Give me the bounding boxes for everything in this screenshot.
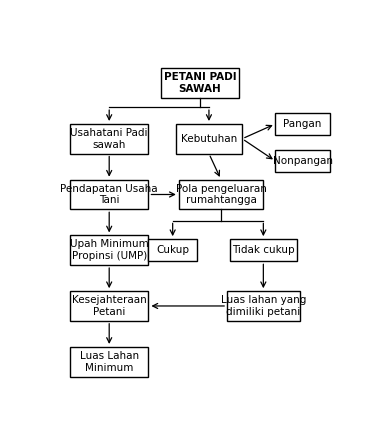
Text: Pola pengeluaran
rumahtangga: Pola pengeluaran rumahtangga xyxy=(176,184,266,205)
Bar xyxy=(227,291,300,321)
Bar xyxy=(161,68,239,98)
Bar xyxy=(275,150,330,172)
Text: PETANI PADI
SAWAH: PETANI PADI SAWAH xyxy=(163,72,236,94)
Bar xyxy=(176,124,242,154)
Bar xyxy=(275,113,330,135)
Bar xyxy=(70,291,149,321)
Text: Cukup: Cukup xyxy=(156,245,189,255)
Text: Pendapatan Usaha
Tani: Pendapatan Usaha Tani xyxy=(60,184,158,205)
Bar xyxy=(70,347,149,377)
Text: Kesejahteraan
Petani: Kesejahteraan Petani xyxy=(72,295,147,317)
Text: Tidak cukup: Tidak cukup xyxy=(232,245,295,255)
Bar xyxy=(70,124,149,154)
Text: Nonpangan: Nonpangan xyxy=(273,156,333,166)
Bar xyxy=(70,235,149,265)
Text: Upah Minimum
Propinsi (UMP): Upah Minimum Propinsi (UMP) xyxy=(70,239,149,261)
Bar xyxy=(70,180,149,210)
Bar xyxy=(179,180,263,210)
Text: Usahatani Padi
sawah: Usahatani Padi sawah xyxy=(71,128,148,150)
Text: Pangan: Pangan xyxy=(284,119,322,129)
Text: Luas Lahan
Minimum: Luas Lahan Minimum xyxy=(80,351,139,373)
Bar xyxy=(149,239,197,262)
Text: Luas lahan yang
dimiliki petani: Luas lahan yang dimiliki petani xyxy=(221,295,306,317)
Text: Kebutuhan: Kebutuhan xyxy=(181,134,237,144)
Bar xyxy=(230,239,296,262)
